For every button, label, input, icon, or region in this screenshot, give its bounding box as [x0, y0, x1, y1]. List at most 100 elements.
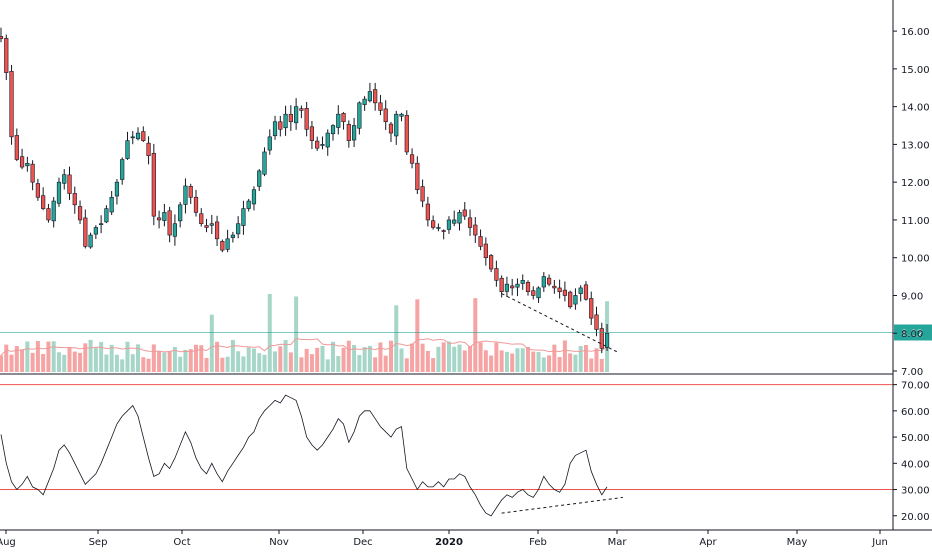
volume-bar	[188, 349, 193, 372]
volume-bar	[104, 354, 109, 372]
volume-bar	[0, 355, 3, 372]
volume-bar	[457, 344, 462, 372]
candle-down	[415, 162, 420, 191]
volume-bar	[56, 352, 61, 372]
candle-up	[104, 208, 109, 223]
volume-layer	[0, 293, 610, 372]
candle-up	[262, 151, 267, 175]
candle-down	[462, 209, 467, 217]
candle-down	[288, 113, 293, 123]
volume-bar	[162, 352, 167, 372]
candle-up	[257, 170, 262, 187]
volume-bar	[510, 353, 515, 372]
candle-up	[246, 200, 251, 209]
price-tick-label: 7.00	[901, 367, 923, 378]
candle-up	[125, 140, 130, 159]
candle-down	[531, 290, 536, 296]
volume-bar	[83, 343, 88, 372]
candle-down	[151, 152, 156, 217]
volume-bar	[420, 343, 425, 372]
volume-bar	[99, 342, 104, 372]
candle-up	[294, 106, 299, 124]
volume-bar	[346, 340, 351, 372]
volume-bar	[478, 342, 483, 372]
price-tick-label: 10.00	[901, 254, 930, 265]
candle-down	[583, 284, 589, 300]
volume-bar	[415, 299, 420, 372]
candle-down	[72, 193, 77, 206]
candle-up	[130, 136, 135, 139]
volume-bar	[515, 348, 520, 372]
volume-bar	[178, 356, 183, 372]
candle-up	[172, 223, 178, 237]
volume-bar	[151, 344, 156, 372]
volume-bar	[589, 358, 594, 372]
candle-up	[230, 234, 235, 238]
candle-down	[214, 221, 220, 240]
candle-up	[362, 98, 367, 105]
candle-up	[56, 181, 62, 204]
volume-bar	[352, 345, 357, 372]
candle-up	[351, 125, 357, 141]
volume-bar	[499, 350, 504, 372]
volume-bar	[383, 355, 388, 372]
volume-bar	[25, 341, 30, 372]
volume-bar	[167, 351, 172, 372]
volume-bar	[446, 341, 451, 372]
volume-bar	[20, 349, 25, 372]
volume-bar	[315, 347, 320, 372]
volume-bar	[473, 298, 478, 372]
candle-down	[562, 289, 567, 296]
volume-bar	[452, 346, 457, 372]
volume-bar	[388, 340, 393, 372]
candle-up	[520, 280, 525, 284]
candle-down	[441, 230, 446, 232]
candle-up	[114, 181, 120, 197]
candle-down	[431, 220, 436, 228]
volume-bar	[278, 346, 283, 372]
volume-bar	[578, 346, 583, 372]
volume-bar	[547, 355, 552, 372]
volume-bar	[172, 347, 177, 372]
price-tick-label: 13.00	[901, 140, 930, 151]
candle-up	[604, 332, 610, 348]
candle-up	[457, 212, 462, 224]
candle-down	[278, 121, 283, 130]
volume-bar	[72, 351, 77, 372]
candle-down	[35, 183, 40, 198]
volume-bar	[309, 354, 314, 372]
candle-down	[388, 123, 394, 134]
volume-bar	[294, 296, 299, 372]
volume-bar	[425, 350, 430, 372]
candle-up	[93, 227, 98, 235]
candle-down	[546, 277, 552, 285]
time-tick-label: May	[787, 537, 808, 548]
candle-down	[489, 255, 494, 270]
volume-bar	[230, 339, 235, 372]
volume-bar	[304, 348, 309, 372]
volume-bar	[183, 349, 188, 372]
volume-bar	[378, 342, 383, 372]
candle-down	[309, 126, 315, 141]
candle-down	[4, 38, 9, 73]
last-price-label: 8.02	[901, 328, 923, 339]
volume-bar	[262, 354, 267, 372]
candle-down	[304, 108, 309, 130]
volume-bar	[373, 357, 378, 372]
volume-bar	[489, 355, 494, 372]
candle-up	[178, 204, 183, 222]
overlay-layer: 8.02	[0, 293, 932, 353]
volume-bar	[552, 344, 557, 372]
candle-up	[436, 227, 441, 229]
candle-up	[251, 189, 257, 205]
candle-down	[220, 240, 225, 251]
candle-down	[67, 174, 72, 194]
volume-bar	[14, 345, 19, 372]
candle-up	[325, 132, 330, 148]
rsi-tick-label: 70.00	[901, 381, 930, 392]
candle-down	[315, 140, 320, 149]
volume-bar	[199, 345, 204, 372]
